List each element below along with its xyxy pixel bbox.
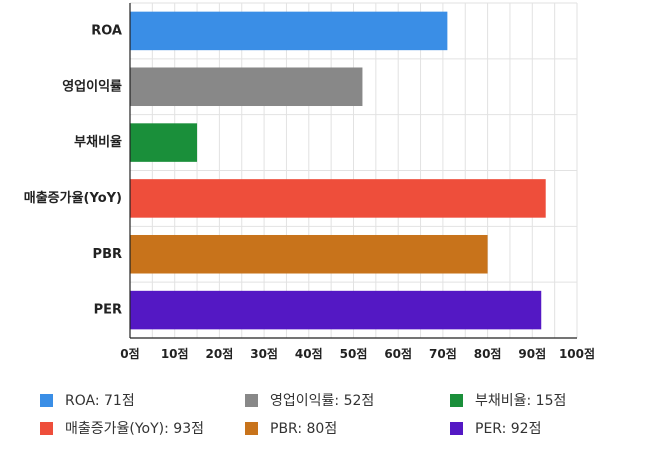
category-label: 매출증가율(YoY): [24, 190, 122, 206]
legend-swatch-per: [450, 421, 463, 435]
x-tick-label: 60점: [384, 346, 412, 361]
legend-label-roa: ROA: 71점: [65, 393, 135, 409]
legend-label-pbr: PBR: 80점: [270, 421, 338, 437]
grid-lines: [129, 2, 578, 339]
category-label: PBR: [93, 247, 122, 262]
x-tick-label: 90점: [518, 346, 546, 361]
x-tick-label: 50점: [340, 346, 368, 361]
category-label: 부채비율: [74, 134, 122, 150]
legend-swatch-operating-margin: [245, 393, 258, 407]
legend-item-operating-margin: 영업이익률: 52점: [245, 390, 450, 410]
bar: [130, 179, 546, 218]
axes: [129, 3, 577, 339]
category-label: 영업이익률: [62, 78, 122, 94]
x-tick-label: 20점: [206, 346, 234, 361]
legend-swatch-pbr: [245, 421, 258, 435]
bar: [130, 234, 488, 274]
x-tick-label: 10점: [161, 346, 189, 361]
legend: ROA: 71점 영업이익률: 52점 부채비율: 15점 매출증가율(YoY)…: [40, 390, 640, 438]
bar: [130, 67, 363, 107]
x-tick-label: 0점: [120, 346, 139, 361]
legend-item-revenue-growth: 매출증가율(YoY): 93점: [40, 418, 245, 438]
legend-item-per: PER: 92점: [450, 418, 640, 438]
bar: [130, 123, 198, 162]
legend-swatch-revenue-growth: [40, 421, 53, 435]
x-tick-label: 70점: [429, 346, 457, 361]
bars: [130, 11, 546, 330]
x-tick-labels: 0점 10점 20점 30점 40점 50점 60점 70점 80점 90점 100점: [120, 346, 595, 361]
bar: [130, 290, 542, 330]
x-tick-label: 100점: [559, 346, 595, 361]
x-tick-label: 30점: [250, 346, 278, 361]
category-label: PER: [94, 303, 122, 318]
legend-item-debt-ratio: 부채비율: 15점: [450, 390, 640, 410]
x-tick-label: 80점: [474, 346, 502, 361]
legend-item-pbr: PBR: 80점: [245, 418, 450, 438]
legend-label-operating-margin: 영업이익률: 52점: [270, 393, 375, 409]
legend-swatch-debt-ratio: [450, 393, 463, 407]
bar: [130, 11, 448, 51]
x-tick-label: 40점: [295, 346, 323, 361]
legend-item-roa: ROA: 71점: [40, 390, 245, 410]
category-label: ROA: [91, 23, 122, 38]
legend-label-revenue-growth: 매출증가율(YoY): 93점: [65, 421, 204, 437]
legend-label-per: PER: 92점: [475, 421, 542, 437]
legend-label-debt-ratio: 부채비율: 15점: [475, 393, 567, 409]
legend-swatch-roa: [40, 393, 53, 407]
